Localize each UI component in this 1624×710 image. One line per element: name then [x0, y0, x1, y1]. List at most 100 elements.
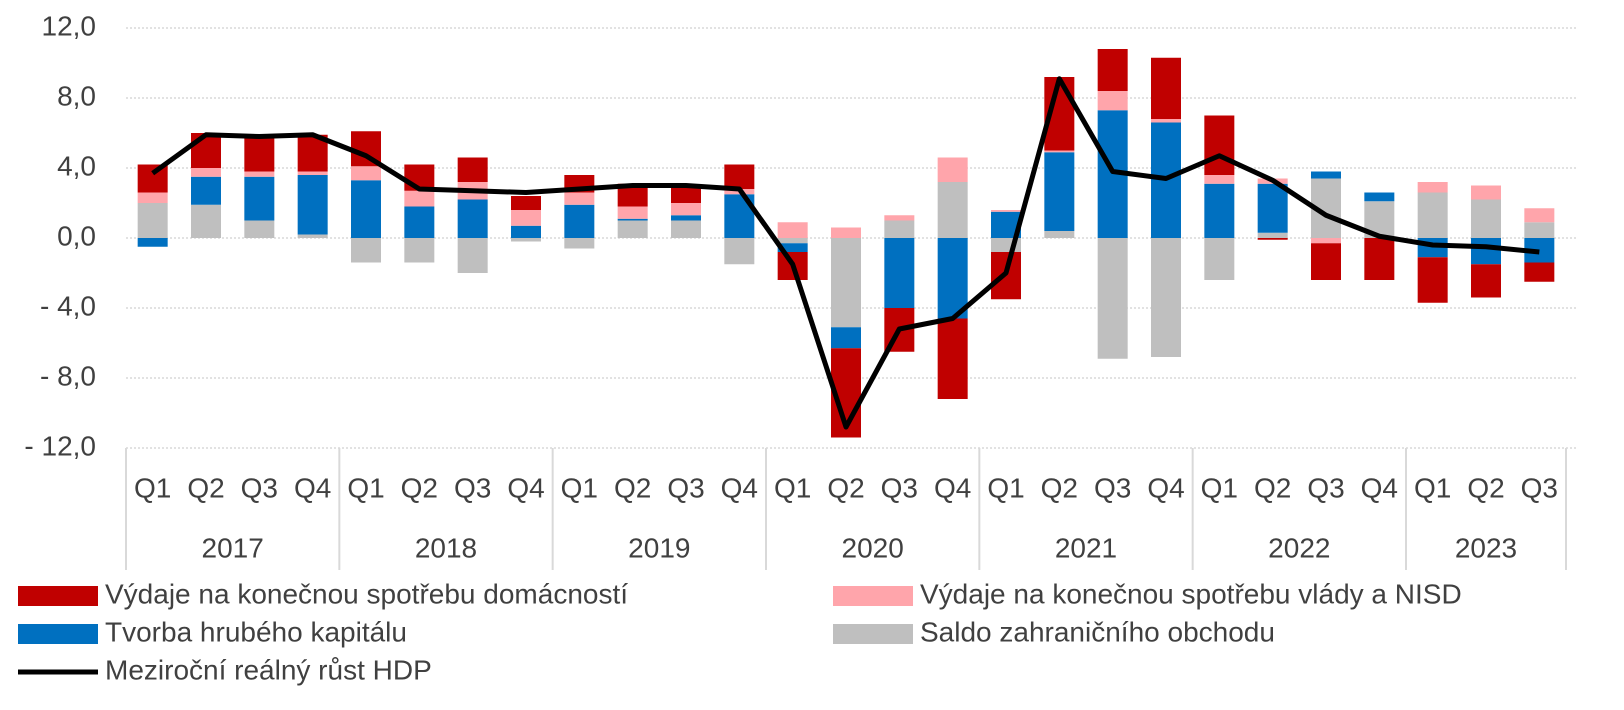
bar-segment: [1044, 231, 1075, 238]
bar-segment: [297, 175, 328, 235]
bar-segment: [1524, 222, 1555, 238]
bar-segment: [937, 182, 968, 238]
year-label: 2020: [842, 532, 904, 563]
y-tick-label: 0,0: [57, 220, 96, 251]
year-label: 2023: [1455, 532, 1517, 563]
bar-segment: [1471, 264, 1501, 298]
legend-swatch: [833, 586, 913, 606]
bar-segment: [1417, 192, 1448, 238]
bar-segment: [937, 238, 968, 319]
bar-segment: [404, 238, 435, 263]
bar-segment: [671, 185, 701, 203]
bar-segment: [1364, 192, 1395, 202]
x-tick-label: Q2: [1467, 472, 1504, 503]
year-label: 2017: [202, 532, 264, 563]
x-tick-label: Q2: [1041, 472, 1078, 503]
bar-segment: [1257, 238, 1288, 240]
year-label: 2019: [628, 532, 690, 563]
bar-segment: [1151, 238, 1181, 357]
bar-segment: [1311, 243, 1341, 280]
bar-segment: [884, 238, 915, 308]
bar-segment: [1044, 152, 1075, 231]
x-tick-label: Q2: [401, 472, 438, 503]
bar-segment: [671, 220, 701, 238]
bar-segment: [1524, 262, 1555, 282]
bar-segment: [191, 133, 221, 168]
bar-segment: [1044, 150, 1075, 153]
legend-swatch: [18, 624, 98, 644]
bar-segment: [1311, 238, 1341, 244]
x-tick-label: Q4: [294, 472, 331, 503]
bar-segment: [671, 203, 701, 216]
bar-segment: [1097, 49, 1128, 91]
x-tick-label: Q1: [774, 472, 811, 503]
bar-segment: [404, 206, 435, 238]
bar-segment: [457, 157, 488, 182]
year-label: 2018: [415, 532, 477, 563]
bar-segment: [244, 176, 275, 221]
bar-segment: [884, 220, 915, 238]
x-tick-label: Q1: [347, 472, 384, 503]
legend-label: Výdaje na konečnou spotřebu vlády a NISD: [920, 578, 1462, 609]
bar-segment: [937, 157, 968, 182]
bar-segment: [724, 238, 755, 265]
bar-segment: [777, 238, 808, 244]
x-tick-label: Q3: [241, 472, 278, 503]
x-tick-label: Q4: [1361, 472, 1398, 503]
x-tick-label: Q1: [134, 472, 171, 503]
bar-segment: [191, 176, 221, 205]
x-tick-label: Q2: [187, 472, 224, 503]
bar-segment: [1417, 257, 1448, 303]
x-tick-label: Q1: [987, 472, 1024, 503]
bar-segment: [137, 238, 168, 247]
bar-segment: [1204, 115, 1235, 175]
legend-label: Výdaje na konečnou spotřebu domácností: [105, 578, 628, 609]
bar-segment: [1257, 232, 1288, 238]
y-tick-label: 4,0: [57, 150, 96, 181]
x-tick-label: Q3: [1094, 472, 1131, 503]
bar-segment: [511, 238, 541, 242]
bar-segment: [137, 164, 168, 193]
legend-label: Meziroční reálný růst HDP: [105, 654, 432, 685]
bar-segment: [297, 234, 328, 238]
legend-label: Saldo zahraničního obchodu: [920, 616, 1275, 647]
x-tick-label: Q2: [827, 472, 864, 503]
bar-segment: [1364, 238, 1395, 280]
x-tick-label: Q1: [1201, 472, 1238, 503]
bar-segment: [724, 164, 755, 189]
bar-segment: [457, 238, 488, 273]
bar-segment: [617, 206, 648, 219]
bar-segment: [617, 220, 648, 238]
y-tick-label: - 8,0: [40, 360, 96, 391]
bar-segment: [351, 180, 381, 238]
bar-segment: [991, 210, 1021, 212]
bar-segment: [137, 203, 168, 238]
y-tick-label: - 4,0: [40, 290, 96, 321]
bar-segment: [617, 218, 648, 221]
bar-segment: [404, 190, 435, 207]
bar-segment: [671, 215, 701, 221]
line-series: [151, 76, 1540, 430]
bar-segment: [244, 171, 275, 177]
bar-segment: [244, 136, 275, 172]
year-label: 2021: [1055, 532, 1117, 563]
bar-segment: [297, 171, 328, 175]
bar-segment: [191, 204, 221, 238]
x-tick-label: Q4: [1147, 472, 1184, 503]
bar-segment: [564, 238, 595, 249]
bar-segment: [351, 238, 381, 263]
bar-segment: [511, 225, 541, 238]
bar-segment: [777, 222, 808, 238]
y-tick-label: 8,0: [57, 80, 96, 111]
x-tick-label: Q3: [1307, 472, 1344, 503]
legend-swatch: [18, 586, 98, 606]
bar-segment: [511, 196, 541, 210]
bar-segment: [1471, 199, 1501, 238]
bar-segment: [1257, 183, 1288, 233]
bar-segment: [1097, 91, 1128, 111]
bar-segment: [617, 183, 648, 207]
bar-segment: [1151, 119, 1181, 123]
x-tick-label: Q4: [721, 472, 758, 503]
x-tick-label: Q4: [507, 472, 544, 503]
x-tick-label: Q3: [881, 472, 918, 503]
